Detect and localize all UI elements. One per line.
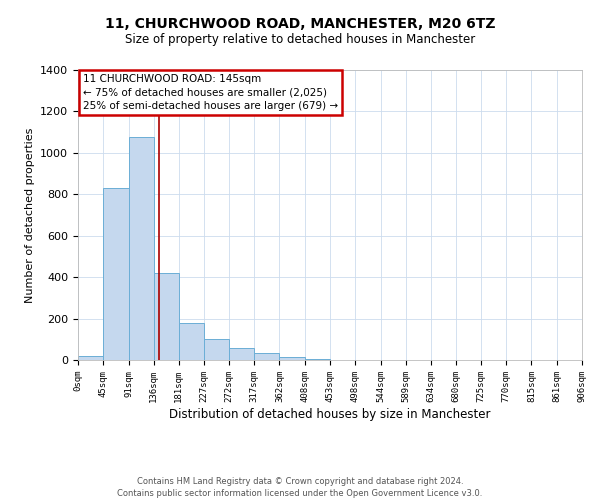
- Text: Contains HM Land Registry data © Crown copyright and database right 2024.
Contai: Contains HM Land Registry data © Crown c…: [118, 476, 482, 498]
- Bar: [305, 359, 330, 360]
- Bar: [128, 138, 154, 360]
- Bar: [229, 348, 254, 360]
- Text: 11 CHURCHWOOD ROAD: 145sqm
← 75% of detached houses are smaller (2,025)
25% of s: 11 CHURCHWOOD ROAD: 145sqm ← 75% of deta…: [83, 74, 338, 111]
- Bar: [103, 188, 128, 360]
- Text: Size of property relative to detached houses in Manchester: Size of property relative to detached ho…: [125, 32, 475, 46]
- Bar: [154, 273, 179, 360]
- Bar: [254, 353, 280, 360]
- Bar: [280, 357, 305, 360]
- Bar: [78, 356, 103, 360]
- Bar: [204, 340, 229, 360]
- X-axis label: Distribution of detached houses by size in Manchester: Distribution of detached houses by size …: [169, 408, 491, 420]
- Text: 11, CHURCHWOOD ROAD, MANCHESTER, M20 6TZ: 11, CHURCHWOOD ROAD, MANCHESTER, M20 6TZ: [105, 18, 495, 32]
- Y-axis label: Number of detached properties: Number of detached properties: [25, 128, 35, 302]
- Bar: [179, 322, 204, 360]
